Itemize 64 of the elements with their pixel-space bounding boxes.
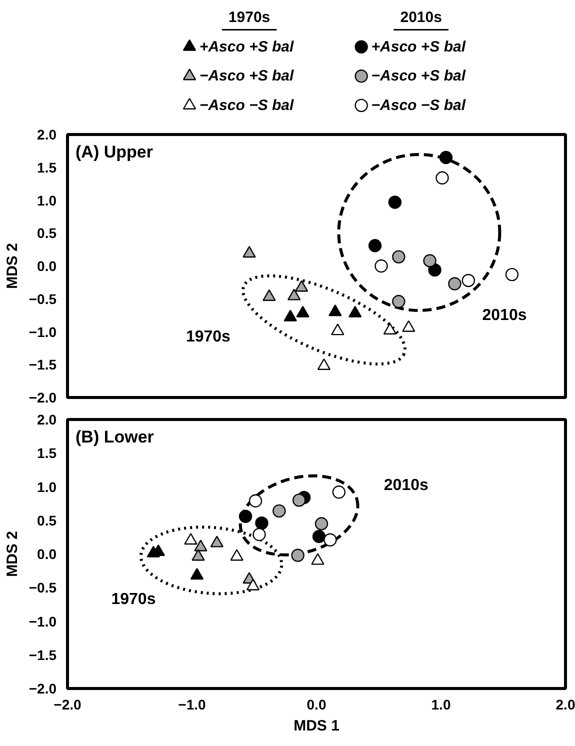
y-tick-label: 1.5 — [37, 445, 57, 462]
y-tick-label: −1.5 — [28, 356, 57, 373]
point — [294, 280, 308, 292]
y-tick-label: 0.5 — [37, 225, 57, 242]
legend-label: −Asco +S bal — [199, 68, 295, 85]
point — [383, 322, 397, 334]
point — [374, 259, 388, 273]
x-axis-title: MDS 1 — [294, 718, 340, 734]
point — [428, 263, 442, 277]
text: (A) Upper — [76, 142, 154, 162]
point — [328, 304, 342, 316]
y-tick-label: −1.0 — [28, 324, 57, 340]
annotation: 1970s — [111, 591, 156, 608]
point — [423, 254, 436, 268]
y-axis-title: MDS 2 — [4, 531, 21, 577]
point — [439, 150, 453, 164]
legend-label: −Asco −S bal — [371, 96, 466, 114]
y-tick-label: −1.0 — [28, 613, 57, 630]
text: 1970s — [228, 9, 270, 26]
legend-label: −Asco +S bal — [371, 68, 466, 85]
point — [284, 310, 297, 322]
point — [331, 324, 344, 336]
point — [392, 250, 406, 264]
text: 2010s — [400, 9, 442, 26]
y-tick-label: 0.5 — [37, 512, 57, 528]
point — [392, 294, 406, 308]
y-tick-label: 2.0 — [37, 412, 57, 428]
point — [402, 320, 416, 332]
annotation: 2010s — [482, 306, 527, 324]
y-tick-label: −1.5 — [28, 646, 57, 663]
x-tick-label: −1.0 — [178, 696, 206, 712]
x-tick-label: 1.0 — [431, 696, 451, 712]
legend-label: −Asco −S bal — [199, 96, 295, 114]
y-tick-label: 1.5 — [37, 159, 57, 176]
x-tick-label: −2.0 — [54, 696, 82, 712]
point — [296, 306, 310, 318]
y-tick-label: 1.0 — [37, 192, 57, 208]
y-tick-label: −2.0 — [28, 680, 57, 696]
point — [505, 268, 519, 282]
point — [462, 274, 475, 288]
y-tick-label: 2.0 — [37, 126, 57, 142]
point — [317, 358, 331, 370]
point — [287, 288, 301, 300]
y-axis-title: MDS 2 — [4, 243, 21, 289]
point — [242, 246, 256, 258]
y-tick-label: 0.0 — [37, 258, 57, 274]
x-tick-label: 2.0 — [556, 696, 575, 712]
point — [368, 239, 382, 252]
y-tick-label: −0.5 — [28, 580, 57, 596]
legend-label: +Asco +S bal — [371, 38, 466, 56]
text: (B) Lower — [76, 428, 154, 446]
legend-label: +Asco +S bal — [199, 38, 295, 56]
y-tick-label: 1.0 — [37, 478, 57, 495]
annotation: 1970s — [186, 328, 231, 346]
point — [448, 277, 462, 290]
y-tick-label: −2.0 — [28, 390, 57, 406]
point — [348, 306, 362, 318]
point — [262, 289, 276, 301]
y-tick-label: 0.0 — [37, 546, 57, 562]
annotation: 2010s — [384, 476, 428, 494]
y-tick-label: −0.5 — [28, 290, 57, 307]
point — [436, 171, 449, 184]
point — [388, 196, 402, 209]
x-tick-label: 0.0 — [306, 696, 326, 712]
